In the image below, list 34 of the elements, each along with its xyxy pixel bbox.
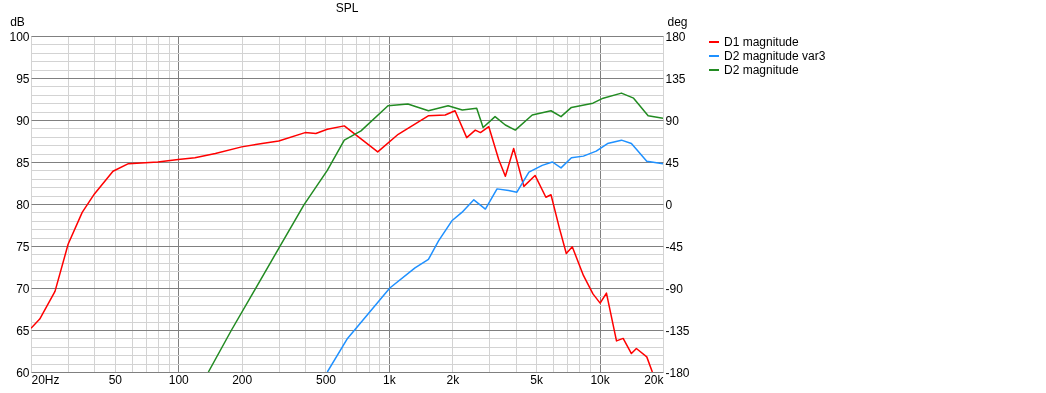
legend-label: D2 magnitude <box>724 63 800 77</box>
x-tick-label: 10k <box>590 372 611 387</box>
y-tick-label: 70 <box>16 281 30 296</box>
x-tick-label: 200 <box>232 372 253 387</box>
x-tick-label: 20k <box>644 372 665 387</box>
y2-tick-label: -90 <box>665 281 684 296</box>
x-tick-label: 5k <box>530 372 544 387</box>
y2-tick-label: 135 <box>665 71 686 86</box>
chart-title: SPL <box>335 1 359 15</box>
x-tick-label: 2k <box>446 372 461 387</box>
y-tick-label: 75 <box>16 239 30 254</box>
y-tick-label: 85 <box>16 155 30 170</box>
y-tick-label: 90 <box>16 113 30 128</box>
y2-tick-label: 180 <box>665 29 686 44</box>
y2-tick-label: -45 <box>665 239 684 254</box>
y2-tick-label: 90 <box>665 113 680 128</box>
legend-label: D1 magnitude <box>724 35 800 49</box>
y-tick-label: 60 <box>16 365 30 380</box>
y-tick-label: 100 <box>9 29 30 44</box>
x-tick-label: 1k <box>383 372 397 387</box>
x-tick-label: 20Hz <box>31 372 60 387</box>
y-tick-label: 65 <box>16 323 30 338</box>
legend-label: D2 magnitude var3 <box>724 49 826 63</box>
y2-tick-label: 45 <box>665 155 680 170</box>
y-tick-label: 80 <box>16 197 30 212</box>
x-tick-label: 100 <box>168 372 190 387</box>
y-axis-title: dB <box>10 14 25 29</box>
y-tick-label: 95 <box>16 71 30 86</box>
x-tick-label: 500 <box>315 372 337 387</box>
x-tick-label: 50 <box>108 372 123 387</box>
y2-tick-label: -180 <box>665 365 690 380</box>
y2-axis-title: deg <box>667 14 688 29</box>
y2-tick-label: -135 <box>665 323 690 338</box>
y2-tick-label: 0 <box>665 197 673 212</box>
